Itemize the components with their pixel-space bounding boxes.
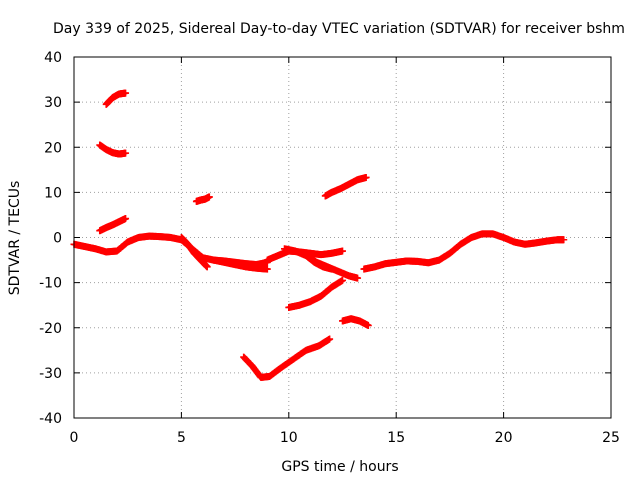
data-point-marker [560,236,568,244]
y-tick-labels: -40 -30 -20 -10 0 10 20 30 40 [39,50,62,427]
data-points [70,89,568,381]
data-point-marker [122,89,130,97]
y-tick-label: -30 [39,366,62,382]
series-track-upper-a [102,89,130,108]
y-tick-label: -20 [39,321,62,337]
y-tick-label: 10 [44,185,62,201]
y-tick-label: 0 [53,231,62,247]
series-track-main-c [360,230,568,273]
series-track-side-4 [302,252,336,273]
series-track-upper-c [96,215,130,235]
x-axis-label: GPS time / hours [281,459,398,475]
x-tick-label: 10 [280,430,298,446]
x-tick-label: 20 [495,430,513,446]
series-track-side-1 [177,234,211,271]
series-track-upper-b [96,141,130,158]
chart-title: Day 339 of 2025, Sidereal Day-to-day VTE… [53,21,625,37]
data-point-marker [362,173,370,181]
data-point-marker [326,335,334,343]
series-track-side-2 [210,256,271,273]
y-tick-label: 40 [44,50,62,66]
x-tick-label: 25 [602,430,620,446]
x-tick-labels: 0 5 10 15 20 25 [70,430,620,446]
data-point-marker [339,276,346,284]
series-track-lower-b [240,335,334,381]
series-track-upper-d [192,193,213,205]
data-point-marker [122,215,130,223]
series-track-lower-c [339,315,372,329]
x-tick-label: 5 [177,430,186,446]
data-point-marker [354,274,362,282]
y-tick-label: 30 [44,95,62,111]
data-point-marker [328,265,336,273]
y-tick-label: -40 [39,411,62,427]
data-point-marker [205,193,213,201]
series-track-lower-a [285,276,346,311]
data-point-marker [339,247,346,255]
data-point-marker [122,149,130,157]
x-tick-label: 15 [387,430,405,446]
axis-ticks [73,56,612,419]
y-axis-label: SDTVAR / TECUs [7,181,23,296]
data-point-marker [203,263,211,271]
data-point-marker [263,265,271,273]
series-track-upper-e [321,173,370,200]
y-tick-label: 20 [44,140,62,156]
x-tick-label: 0 [70,430,79,446]
data-point-marker [364,321,372,329]
y-tick-label: -10 [39,276,62,292]
